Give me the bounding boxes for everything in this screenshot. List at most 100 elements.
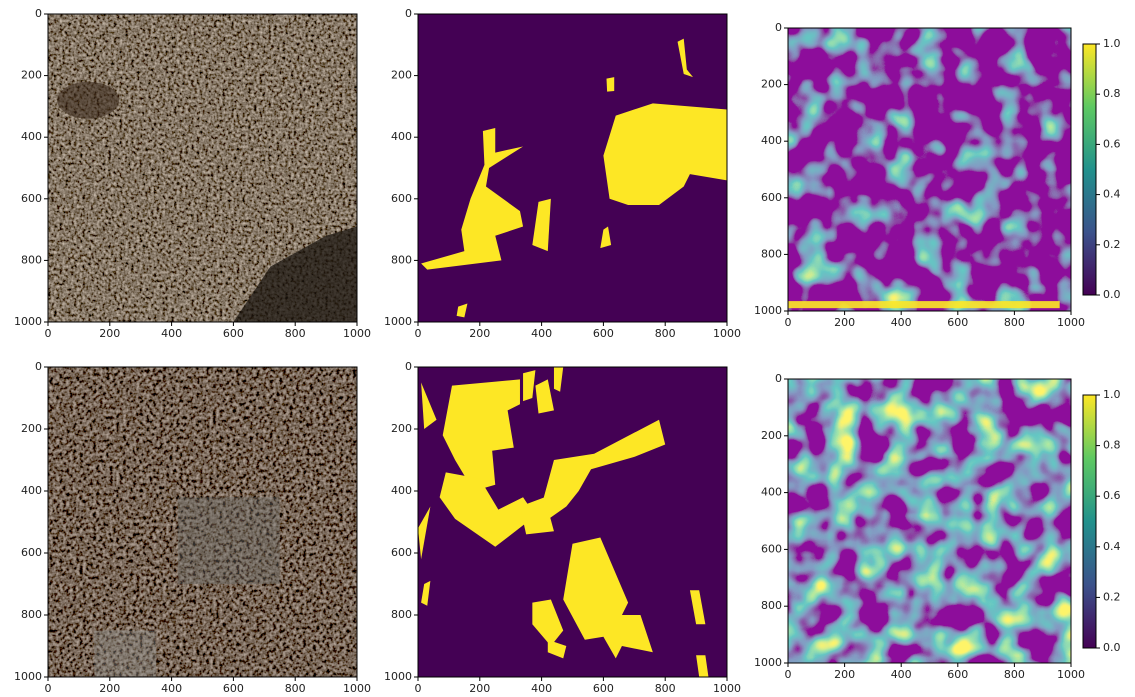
x-tick-label: 0	[785, 316, 792, 329]
y-tick-label: 600	[21, 546, 42, 559]
y-tick-label: 800	[21, 608, 42, 621]
y-tick-label: 400	[761, 134, 782, 147]
y-tick-label: 1000	[384, 670, 412, 683]
x-tick-label: 400	[891, 316, 912, 329]
colorbar-tick-label: 0.0	[1103, 641, 1121, 654]
x-tick-label: 600	[223, 682, 244, 695]
image-content	[788, 28, 1071, 311]
y-tick-label: 600	[391, 546, 412, 559]
y-tick-label: 400	[761, 486, 782, 499]
y-tick-label: 0	[35, 7, 42, 20]
x-tick-label: 800	[655, 327, 676, 340]
colorbar-tick-label: 0.8	[1103, 87, 1121, 100]
y-tick-label: 800	[761, 599, 782, 612]
y-tick-label: 400	[21, 130, 42, 143]
x-tick-label: 600	[223, 327, 244, 340]
image-content	[418, 14, 727, 322]
y-tick-label: 1000	[754, 656, 782, 669]
x-tick-label: 200	[99, 682, 120, 695]
y-tick-label: 200	[21, 69, 42, 82]
y-tick-label: 600	[761, 542, 782, 555]
x-tick-label: 800	[1004, 668, 1025, 681]
x-tick-label: 800	[1004, 316, 1025, 329]
y-tick-label: 200	[761, 78, 782, 91]
y-tick-label: 800	[761, 247, 782, 260]
x-tick-label: 200	[99, 327, 120, 340]
y-tick-label: 800	[391, 253, 412, 266]
x-tick-label: 0	[415, 682, 422, 695]
industrial-area	[178, 497, 280, 584]
y-tick-label: 1000	[754, 304, 782, 317]
x-tick-label: 1000	[1057, 316, 1085, 329]
colorbar: 0.00.20.40.60.81.0	[1083, 37, 1121, 301]
y-tick-label: 600	[761, 191, 782, 204]
image-panel: 0200400600800100002004006008001000	[754, 21, 1085, 329]
x-tick-label: 400	[891, 668, 912, 681]
x-tick-label: 0	[785, 668, 792, 681]
y-tick-label: 1000	[14, 315, 42, 328]
heatmap	[788, 28, 1071, 311]
x-tick-label: 1000	[1057, 668, 1085, 681]
x-tick-label: 800	[285, 327, 306, 340]
x-tick-label: 0	[45, 327, 52, 340]
x-tick-label: 1000	[343, 327, 371, 340]
colorbar-tick-label: 0.0	[1103, 288, 1121, 301]
image-content	[788, 379, 1071, 663]
colorbar-tick-label: 0.4	[1103, 188, 1121, 201]
x-tick-label: 600	[593, 682, 614, 695]
x-tick-label: 0	[415, 327, 422, 340]
x-tick-label: 800	[655, 682, 676, 695]
y-tick-label: 600	[21, 192, 42, 205]
image-content	[48, 367, 357, 677]
y-tick-label: 400	[391, 484, 412, 497]
y-tick-label: 0	[775, 372, 782, 385]
colorbar: 0.00.20.40.60.81.0	[1083, 388, 1121, 654]
y-tick-label: 0	[405, 360, 412, 373]
heatmap-strip	[788, 301, 1060, 308]
x-tick-label: 800	[285, 682, 306, 695]
x-tick-label: 400	[161, 682, 182, 695]
x-tick-label: 400	[531, 327, 552, 340]
colorbar-tick-label: 1.0	[1103, 388, 1121, 401]
y-tick-label: 0	[405, 7, 412, 20]
page: {"chart_data": [ {"type": "image", "xlim…	[0, 0, 1135, 697]
y-tick-label: 0	[775, 21, 782, 34]
industrial-area	[94, 631, 156, 678]
colorbar-tick-label: 1.0	[1103, 37, 1121, 50]
y-tick-label: 200	[21, 422, 42, 435]
x-tick-label: 1000	[713, 682, 741, 695]
x-tick-label: 0	[45, 682, 52, 695]
x-tick-label: 600	[593, 327, 614, 340]
x-tick-label: 200	[469, 327, 490, 340]
x-tick-label: 200	[834, 668, 855, 681]
heatmap	[788, 379, 1071, 663]
y-tick-label: 800	[21, 253, 42, 266]
x-tick-label: 200	[834, 316, 855, 329]
x-tick-label: 200	[469, 682, 490, 695]
y-tick-label: 800	[391, 608, 412, 621]
y-tick-label: 400	[21, 484, 42, 497]
x-tick-label: 600	[947, 316, 968, 329]
y-tick-label: 200	[761, 429, 782, 442]
y-tick-label: 200	[391, 422, 412, 435]
y-tick-label: 400	[391, 130, 412, 143]
mask-region	[606, 77, 614, 91]
y-tick-label: 0	[35, 360, 42, 373]
colorbar-gradient	[1083, 44, 1096, 295]
colorbar-tick-label: 0.2	[1103, 238, 1121, 251]
dark-area	[57, 82, 119, 119]
x-tick-label: 1000	[343, 682, 371, 695]
x-tick-label: 1000	[713, 327, 741, 340]
y-tick-label: 1000	[14, 670, 42, 683]
colorbar-tick-label: 0.8	[1103, 439, 1121, 452]
image-content	[418, 367, 727, 677]
x-tick-label: 400	[531, 682, 552, 695]
y-tick-label: 1000	[384, 315, 412, 328]
colorbar-tick-label: 0.2	[1103, 590, 1121, 603]
figure: 0200400600800100002004006008001000020040…	[0, 0, 1135, 697]
colorbar-tick-label: 0.6	[1103, 489, 1121, 502]
